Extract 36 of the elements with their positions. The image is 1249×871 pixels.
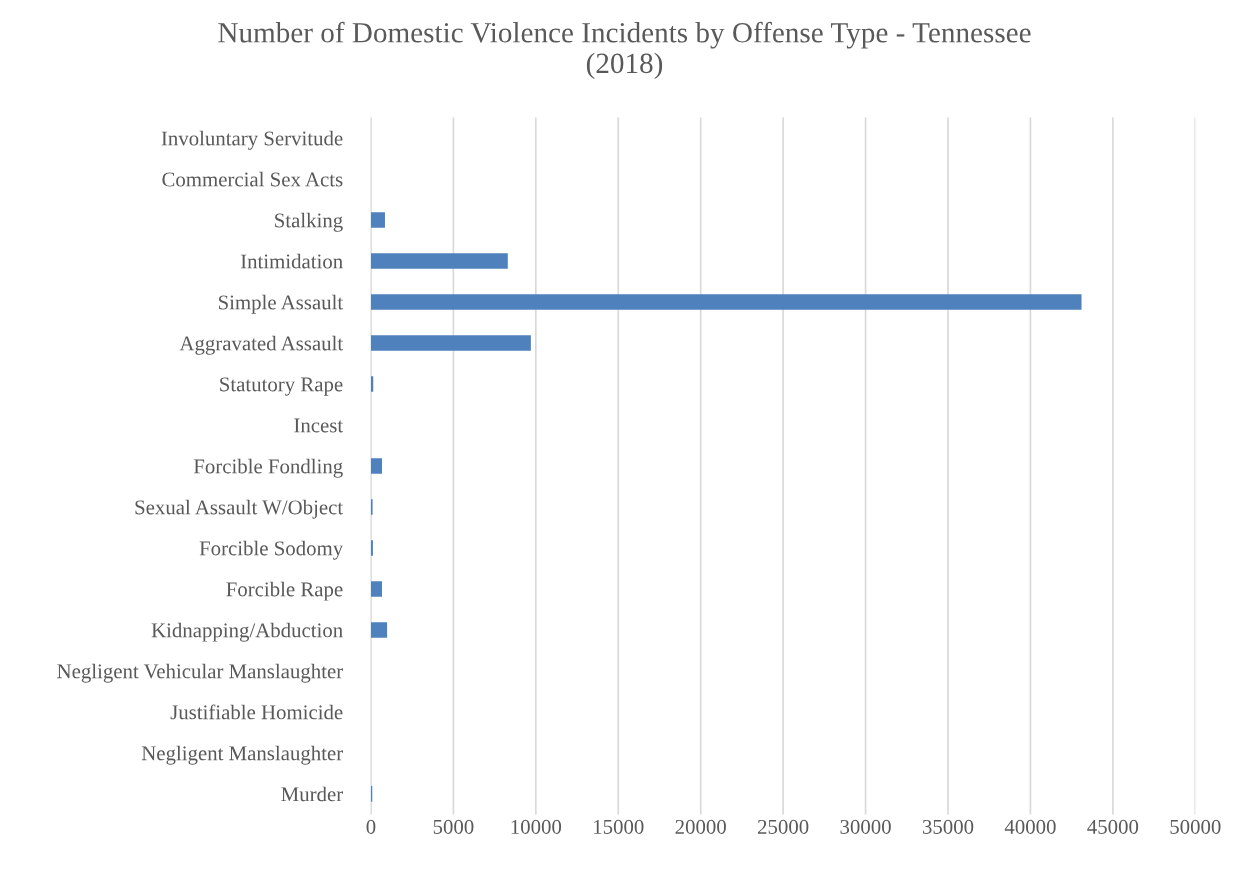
bar <box>370 253 508 269</box>
x-tick-label: 35000 <box>922 819 974 834</box>
bar <box>370 458 382 474</box>
x-tick-label: 0 <box>366 819 376 834</box>
y-tick-label: Incest <box>294 418 344 433</box>
y-tick-label: Kidnapping/Abduction <box>151 622 343 642</box>
y-tick-label: Intimidation <box>240 253 343 269</box>
x-tick-label: 15000 <box>594 819 644 834</box>
y-tick-label: Simple Assault <box>218 294 344 314</box>
bar <box>370 212 385 228</box>
x-tick-label: 50000 <box>1170 819 1221 834</box>
x-tick-label: 30000 <box>840 819 891 834</box>
bar <box>370 335 531 351</box>
y-tick-label: Murder <box>281 786 343 802</box>
x-tick-label: 40000 <box>1004 819 1056 834</box>
x-tick-label: 5000 <box>433 819 474 834</box>
y-tick-label: Statutory Rape <box>220 377 343 396</box>
y-tick-label: Aggravated Assault <box>179 335 344 355</box>
y-tick-label: Forcible Rape <box>226 581 343 601</box>
y-tick-label: Justifiable Homicide <box>170 704 343 720</box>
y-tick-label: Sexual Assault W/Object <box>135 499 344 519</box>
x-tick-label: 10000 <box>511 819 562 834</box>
y-tick-label: Stalking <box>275 212 343 232</box>
x-tick-label: 20000 <box>675 819 726 834</box>
y-tick-label: Commercial Sex Acts <box>162 171 343 187</box>
y-tick-label: Forcible Fondling <box>193 458 343 478</box>
y-tick-label: Forcible Sodomy <box>199 540 344 560</box>
y-tick-label: Involuntary Servitude <box>161 130 343 150</box>
bar <box>370 581 382 597</box>
x-tick-label: 45000 <box>1087 819 1139 834</box>
y-tick-label: Negligent Manslaughter <box>141 745 343 765</box>
bar <box>370 294 1082 310</box>
chart-title: Number of Domestic Violence Incidents by Offense Type - Tennessee (2018) <box>218 21 1031 80</box>
x-tick-label: 25000 <box>758 819 809 834</box>
y-tick-label: Negligent Vehicular Manslaughter <box>57 663 343 683</box>
bar <box>370 622 388 638</box>
